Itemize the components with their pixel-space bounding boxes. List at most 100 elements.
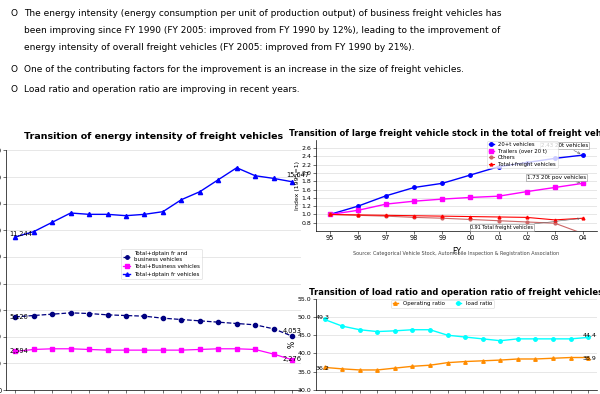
Total+freight vehicles (467, 214, 474, 219)
Text: 2,594: 2,594 (10, 348, 29, 354)
X-axis label: FY: FY (452, 247, 461, 256)
Text: 11,244: 11,244 (10, 231, 32, 237)
Total+Business vehicles (30, 347, 37, 352)
Text: 36.2: 36.2 (316, 366, 329, 372)
Trailers (over 20 t) (382, 202, 389, 206)
Total+dptain fr and
business vehicles (196, 318, 203, 323)
Text: Source: Categorical Vehicle Stock, Automobile Inspection & Registration Associat: Source: Categorical Vehicle Stock, Autom… (353, 251, 559, 256)
Total+Business vehicles (215, 346, 222, 351)
Total+dptain fr and
business vehicles (289, 334, 296, 338)
Total+dptain fr vehicles (85, 212, 92, 217)
Total+dptain fr vehicles (49, 220, 56, 225)
Line: Operating ratio: Operating ratio (323, 356, 590, 372)
load ratio (409, 327, 416, 332)
Text: 5,120: 5,120 (10, 314, 29, 320)
Total+dptain fr and
business vehicles (122, 313, 130, 318)
load ratio (567, 336, 574, 341)
Others (467, 217, 474, 222)
load ratio (514, 336, 521, 341)
Y-axis label: Index (1995=1): Index (1995=1) (295, 161, 300, 210)
Operating ratio (391, 366, 398, 370)
Total+dptain fr vehicles (233, 165, 241, 170)
Total+dptain fr vehicles (159, 209, 166, 214)
Line: Total+freight vehicles: Total+freight vehicles (328, 213, 584, 221)
Text: 15,647: 15,647 (287, 173, 310, 178)
Trailers (over 20 t) (326, 212, 334, 217)
Others (551, 221, 559, 226)
Total+dptain fr and
business vehicles (11, 314, 19, 319)
Operating ratio (374, 368, 381, 372)
Total+dptain fr vehicles (30, 229, 37, 234)
Text: Transition of large freight vehicle stock in the total of freight vehicles: Transition of large freight vehicle stoc… (289, 128, 600, 138)
Total+freight vehicles (410, 214, 418, 218)
Total+Business vehicles (49, 346, 56, 351)
Total+freight vehicles (495, 215, 502, 219)
Operating ratio (514, 357, 521, 361)
Operating ratio (427, 363, 434, 368)
load ratio (497, 338, 504, 343)
Line: Total+Business vehicles: Total+Business vehicles (13, 347, 294, 362)
Total+freight vehicles (580, 216, 587, 221)
Total+Business vehicles (159, 348, 166, 353)
Others (439, 216, 446, 221)
Total+freight vehicles (326, 212, 334, 217)
20+t vehicles (467, 173, 474, 177)
load ratio (338, 324, 346, 329)
Line: Others: Others (328, 213, 584, 235)
Text: been improving since FY 1990 (FY 2005: improved from FY 1990 by 12%), leading to: been improving since FY 1990 (FY 2005: i… (24, 26, 500, 35)
Text: O: O (11, 65, 18, 74)
Others (523, 219, 530, 224)
20+t vehicles (382, 193, 389, 198)
load ratio (374, 329, 381, 334)
Trailers (over 20 t) (580, 181, 587, 186)
Total+dptain fr vehicles (270, 176, 277, 181)
20+t vehicles (326, 212, 334, 217)
Text: energy intensity of overall freight vehicles (FY 2005: improved from FY 1990 by : energy intensity of overall freight vehi… (24, 43, 414, 52)
Line: Trailers (over 20 t): Trailers (over 20 t) (328, 182, 584, 216)
Operating ratio (321, 365, 328, 370)
Text: 49.3: 49.3 (316, 315, 330, 320)
load ratio (532, 336, 539, 341)
Y-axis label: %: % (287, 341, 296, 348)
Text: One of the contributing factors for the improvement is an increase in the size o: One of the contributing factors for the … (24, 65, 464, 74)
Text: Load ratio and operation ratio are improving in recent years.: Load ratio and operation ratio are impro… (24, 85, 299, 94)
Total+freight vehicles (355, 212, 362, 217)
Text: 1.73 20t pov vehicles: 1.73 20t pov vehicles (527, 175, 586, 183)
Line: load ratio: load ratio (323, 318, 590, 342)
load ratio (584, 335, 592, 340)
Others (495, 218, 502, 223)
load ratio (444, 333, 451, 338)
Total+dptain fr and
business vehicles (49, 312, 56, 316)
Others (580, 231, 587, 236)
Operating ratio (409, 364, 416, 369)
Others (382, 214, 389, 219)
Trailers (over 20 t) (523, 189, 530, 194)
Total+dptain fr vehicles (251, 173, 259, 178)
Operating ratio (584, 355, 592, 360)
Text: 2,276: 2,276 (283, 356, 302, 362)
Total+freight vehicles (439, 214, 446, 219)
Trailers (over 20 t) (439, 197, 446, 201)
Total+dptain fr and
business vehicles (270, 327, 277, 331)
Total+Business vehicles (141, 348, 148, 353)
Text: 4,053: 4,053 (283, 328, 302, 334)
Operating ratio (461, 359, 469, 364)
Total+Business vehicles (85, 347, 92, 352)
Total+dptain fr and
business vehicles (178, 317, 185, 322)
Legend: 20+t vehicles, Trailers (over 20 t), Others, Total+freight vehicles: 20+t vehicles, Trailers (over 20 t), Oth… (487, 141, 557, 168)
Text: 38.9: 38.9 (583, 357, 597, 361)
Total+dptain fr vehicles (141, 212, 148, 217)
load ratio (321, 317, 328, 322)
Total+Business vehicles (104, 348, 111, 353)
Operating ratio (479, 359, 487, 363)
Operating ratio (497, 358, 504, 362)
Text: 2.43 20t vehicles: 2.43 20t vehicles (541, 143, 588, 154)
Total+Business vehicles (251, 347, 259, 352)
Operating ratio (356, 368, 363, 372)
Total+dptain fr vehicles (122, 213, 130, 218)
20+t vehicles (580, 153, 587, 158)
Total+dptain fr and
business vehicles (67, 310, 74, 315)
Operating ratio (532, 357, 539, 361)
Total+dptain fr and
business vehicles (215, 320, 222, 325)
Text: Transition of load ratio and operation ratio of freight vehicles: Transition of load ratio and operation r… (310, 288, 600, 297)
